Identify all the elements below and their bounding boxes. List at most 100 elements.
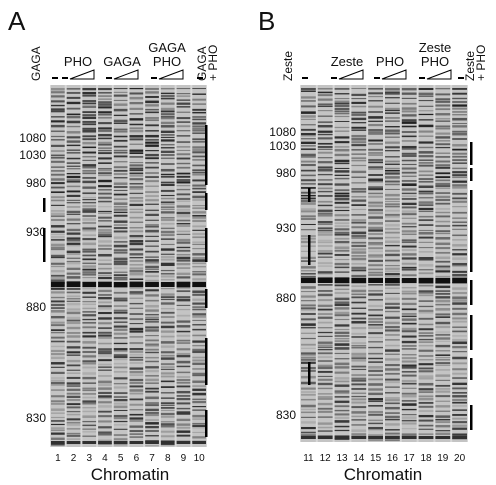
band [317,142,333,145]
band [418,328,434,331]
band [66,359,81,363]
band [317,352,333,355]
band [385,435,400,437]
band [317,105,333,108]
size-marker: 980 [276,166,296,180]
band [401,400,417,402]
lane-number: 8 [165,453,171,464]
band [160,194,175,197]
band [301,163,316,167]
band [51,157,65,159]
band [334,153,350,157]
band [368,268,383,271]
band [368,242,383,244]
band [368,129,383,132]
band [160,211,175,214]
band [192,148,206,152]
band [176,334,191,337]
band [113,198,128,200]
band [192,151,206,154]
band [301,394,316,396]
band [98,141,112,144]
band [435,100,451,103]
band [385,120,400,122]
band [334,262,350,266]
band [418,119,434,121]
band [98,192,112,195]
band [351,406,367,409]
band [351,266,367,269]
band [401,290,417,293]
band [160,380,175,383]
band [192,273,206,276]
band [98,441,112,444]
band [435,215,451,218]
band [98,274,112,277]
group-label: Zeste [331,54,364,69]
band [176,411,191,414]
band [301,156,316,158]
band [418,367,434,370]
band [145,134,159,138]
band [129,143,144,145]
band [145,245,159,247]
band [145,387,159,390]
band [401,428,417,430]
band [401,392,417,395]
band [82,382,97,384]
band [317,290,333,292]
band [401,92,417,95]
band [51,191,65,194]
band [317,256,333,258]
band [385,224,400,227]
band [176,397,191,401]
band [113,377,128,380]
band [368,299,383,301]
band [51,443,65,446]
band [82,318,97,321]
band [301,275,316,278]
band [385,203,400,205]
band [82,135,97,138]
band [452,174,467,176]
band [145,275,159,278]
band [98,134,112,137]
band [385,236,400,239]
band [82,360,97,363]
band [351,214,367,216]
band [160,363,175,366]
band [192,427,206,429]
band [301,323,316,326]
band [192,266,206,268]
band [452,253,467,256]
band [452,117,467,121]
band [82,146,97,149]
band [113,317,128,320]
band [51,303,65,307]
band [418,397,434,401]
region-bar [470,142,473,165]
band [176,181,191,184]
band [401,315,417,318]
band [317,366,333,370]
band [401,171,417,174]
band [301,133,316,136]
region-bar [470,358,473,380]
band [334,271,350,273]
lane-number: 18 [420,453,432,464]
band [192,248,206,250]
band [452,395,467,398]
band [192,348,206,352]
band [66,113,81,116]
band [145,316,159,319]
band [351,199,367,202]
band [176,267,191,269]
band [176,172,191,175]
band [51,321,65,324]
band [160,183,175,187]
band [401,354,417,356]
band [51,400,65,402]
band [113,189,128,191]
band [129,403,144,406]
lane [418,85,434,442]
